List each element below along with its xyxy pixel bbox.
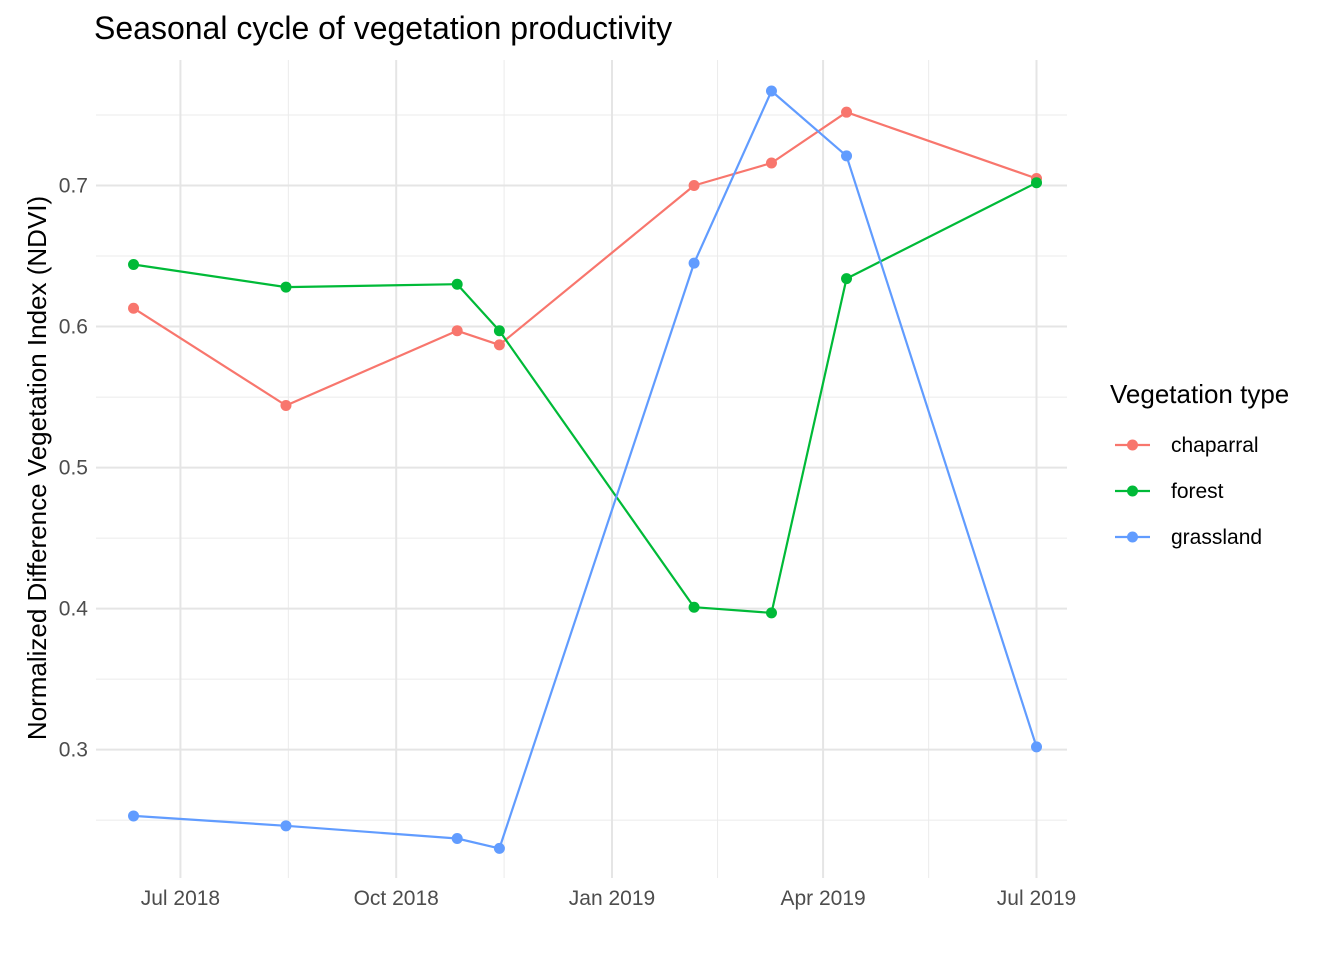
legend-item-forest: forest — [1115, 480, 1224, 503]
x-tick-label-1: Oct 2018 — [354, 887, 439, 910]
point-forest-2 — [451, 278, 463, 290]
series-layer — [128, 85, 1043, 854]
point-forest-7 — [1031, 177, 1043, 189]
point-chaparral-5 — [765, 157, 777, 169]
point-forest-3 — [493, 325, 505, 337]
series-line-chaparral — [132, 111, 1037, 407]
y-tick-label-4: 0.7 — [59, 175, 88, 198]
point-chaparral-1 — [280, 400, 292, 412]
point-chaparral-6 — [841, 106, 853, 118]
grid-major — [96, 60, 1067, 878]
point-chaparral-2 — [451, 325, 463, 337]
point-forest-5 — [765, 607, 777, 619]
y-tick-label-1: 0.4 — [59, 598, 89, 621]
point-chaparral-0 — [128, 302, 140, 314]
point-forest-6 — [841, 273, 853, 285]
legend-label-chaparral: chaparral — [1171, 434, 1259, 457]
point-grassland-7 — [1031, 741, 1043, 753]
x-tick-label-4: Jul 2019 — [997, 887, 1076, 910]
x-axis-ticks: Jul 2018 Oct 2018 Jan 2019 Apr 2019 Jul 2019 — [141, 887, 1076, 910]
x-tick-label-3: Apr 2019 — [780, 887, 865, 910]
series-line-forest — [133, 181, 1037, 615]
point-grassland-5 — [765, 85, 777, 97]
legend-key-point-grassland — [1127, 531, 1138, 543]
series-line-grassland — [133, 89, 1038, 850]
point-grassland-1 — [280, 820, 292, 832]
y-tick-label-2: 0.5 — [59, 457, 88, 480]
legend-item-chaparral: chaparral — [1115, 434, 1259, 457]
point-forest-4 — [688, 601, 700, 613]
point-grassland-4 — [688, 257, 700, 269]
legend-items: chaparral forest grassland — [1115, 434, 1262, 549]
legend-item-grassland: grassland — [1115, 526, 1262, 549]
x-tick-label-0: Jul 2018 — [141, 887, 220, 910]
y-tick-label-3: 0.6 — [59, 316, 88, 339]
y-axis-title: Normalized Difference Vegetation Index (… — [22, 196, 52, 740]
series-forest — [128, 177, 1043, 619]
grid-minor — [96, 60, 1067, 878]
legend-key-point-forest — [1127, 485, 1138, 497]
series-chaparral — [128, 106, 1043, 412]
chart-title: Seasonal cycle of vegetation productivit… — [94, 10, 672, 46]
point-grassland-2 — [451, 833, 463, 845]
legend: Vegetation type chaparral forest grassland — [1110, 379, 1289, 549]
point-grassland-3 — [493, 842, 505, 854]
legend-label-forest: forest — [1171, 480, 1224, 503]
y-tick-label-0: 0.3 — [59, 739, 88, 762]
series-grassland — [128, 85, 1043, 854]
y-axis-ticks: 0.3 0.4 0.5 0.6 0.7 — [59, 175, 89, 762]
point-grassland-6 — [841, 150, 853, 162]
point-chaparral-3 — [493, 339, 505, 351]
legend-key-point-chaparral — [1127, 439, 1138, 451]
legend-title: Vegetation type — [1110, 379, 1289, 409]
point-forest-1 — [280, 281, 292, 293]
legend-label-grassland: grassland — [1171, 526, 1262, 549]
point-forest-0 — [128, 259, 140, 270]
point-grassland-0 — [128, 810, 140, 822]
point-chaparral-4 — [688, 180, 700, 192]
x-tick-label-2: Jan 2019 — [569, 887, 655, 910]
